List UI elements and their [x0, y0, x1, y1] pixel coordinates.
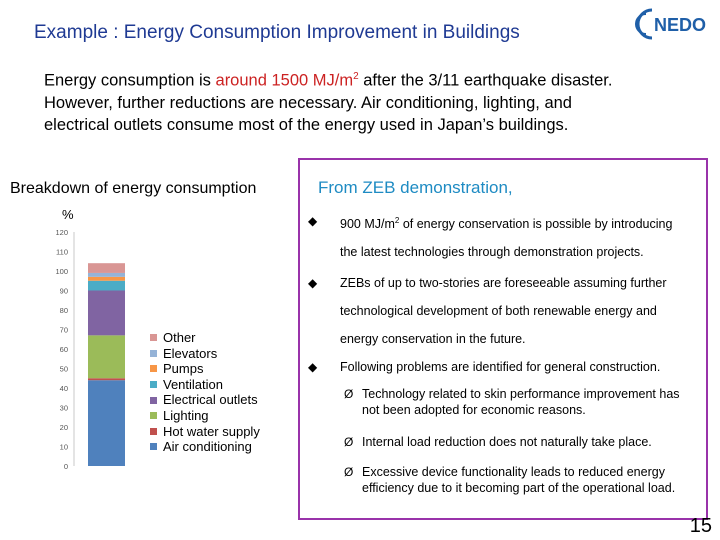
y-tick-label: 10	[60, 443, 68, 452]
intro-text: Energy consumption is around 1500 MJ/m2 …	[44, 66, 684, 136]
legend-label: Air conditioning	[163, 439, 252, 455]
legend-item-pumps: Pumps	[150, 361, 260, 377]
legend-label: Elevators	[163, 345, 218, 361]
page-number: 15	[689, 515, 712, 537]
y-tick-label: 70	[60, 326, 68, 335]
bullet-2: ◆ ZEBs of up to two-stories are foreseea…	[308, 272, 703, 350]
arrow-bullet-icon: Ø	[344, 387, 354, 401]
legend-swatch	[150, 412, 157, 420]
legend-item-elevators: Elevators	[150, 346, 260, 362]
zeb-title: From ZEB demonstration,	[318, 178, 513, 197]
breakdown-title: Breakdown of energy consumption	[10, 180, 257, 197]
arrow-bullet-icon: Ø	[344, 465, 354, 479]
intro-line-2: However, further reductions are necessar…	[44, 93, 572, 112]
legend-item-electrical-outlets: Electrical outlets	[150, 392, 260, 408]
bullet-3: ◆ Following problems are identified for …	[308, 356, 703, 378]
sub-bullet-2: Ø Internal load reduction does not natur…	[344, 435, 652, 449]
legend-label: Other	[163, 330, 196, 345]
legend-item-lighting: Lighting	[150, 408, 260, 424]
slide-title: Example : Energy Consumption Improvement…	[34, 22, 520, 43]
legend-item-hot-water-supply: Hot water supply	[150, 424, 260, 440]
bullet-1: ◆ 900 MJ/m2 of energy conservation is po…	[308, 210, 703, 263]
bar-segment-ventilation	[88, 280, 125, 291]
legend-swatch	[150, 334, 157, 342]
legend-label: Ventilation	[163, 376, 223, 392]
intro-line-3: electrical outlets consume most of the e…	[44, 115, 569, 134]
bar-segment-air-conditioning	[88, 380, 125, 466]
bar-segment-elevators	[88, 272, 125, 277]
legend-swatch	[150, 365, 157, 373]
logo-text: NEDO	[654, 15, 706, 35]
sub-bullet-3: Ø Excessive device functionality leads t…	[344, 465, 676, 495]
zeb-box: From ZEB demonstration, ◆ 900 MJ/m2 of e…	[298, 158, 708, 520]
y-tick-label: 20	[60, 423, 68, 432]
diamond-bullet-icon: ◆	[308, 214, 318, 228]
y-tick-label: 50	[60, 365, 68, 374]
y-tick-label: 30	[60, 404, 68, 413]
y-tick-label: 0	[64, 462, 68, 471]
bar-segment-other	[88, 263, 125, 273]
legend-swatch	[150, 381, 157, 389]
legend-item-air-conditioning: Air conditioning	[150, 439, 260, 455]
legend-swatch	[150, 427, 157, 435]
legend-label: Lighting	[163, 407, 209, 423]
y-tick-label: 100	[55, 267, 68, 276]
y-tick-label: 120	[55, 228, 68, 237]
legend-swatch	[150, 349, 157, 357]
diamond-bullet-icon: ◆	[308, 276, 318, 290]
y-tick-label: 90	[60, 287, 68, 296]
diamond-bullet-icon: ◆	[308, 360, 318, 374]
legend-label: Hot water supply	[163, 423, 260, 439]
bar-segment-electrical-outlets	[88, 290, 125, 336]
y-axis-unit: %	[62, 207, 74, 222]
legend-swatch	[150, 396, 157, 404]
legend-item-other: Other	[150, 330, 260, 346]
chart-legend: Other Elevators Pumps Ventilation Electrical…	[150, 330, 260, 455]
y-tick-label: 60	[60, 345, 68, 354]
nedo-logo: NEDO	[635, 8, 706, 40]
sub-bullet-1: Ø Technology related to skin performance…	[344, 387, 680, 417]
bar-segment-lighting	[88, 335, 125, 379]
stacked-bar-chart: 0 10 20 30 40 50 60 70 80 90 100 110 120	[55, 228, 125, 471]
y-tick-label: 40	[60, 384, 68, 393]
arrow-bullet-icon: Ø	[344, 435, 354, 449]
legend-label: Electrical outlets	[163, 392, 258, 408]
logo-arc	[636, 8, 653, 40]
intro-line-1: Energy consumption is around 1500 MJ/m2 …	[44, 71, 613, 90]
y-tick-label: 110	[56, 248, 68, 257]
legend-item-ventilation: Ventilation	[150, 377, 260, 393]
bar-segment-pumps	[88, 276, 125, 281]
y-tick-label: 80	[60, 306, 68, 315]
legend-label: Pumps	[163, 361, 204, 377]
bar-segment-hot-water-supply	[88, 378, 125, 381]
legend-swatch	[150, 443, 157, 451]
